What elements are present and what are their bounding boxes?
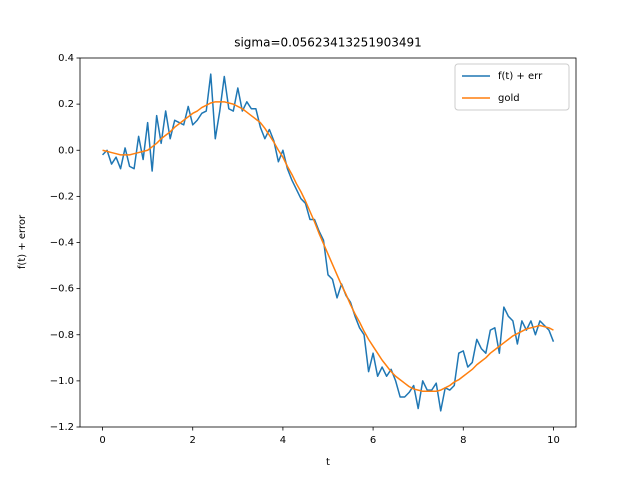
y-axis-label: f(t) + error xyxy=(17,214,28,269)
x-tick-label: 6 xyxy=(370,435,376,446)
y-tick-label: −1.0 xyxy=(50,376,74,387)
y-tick-label: −0.4 xyxy=(50,238,74,249)
chart-title: sigma=0.05623413251903491 xyxy=(234,36,422,50)
y-tick-label: 0.4 xyxy=(58,53,74,64)
x-tick-label: 4 xyxy=(280,435,286,446)
x-tick-label: 2 xyxy=(190,435,196,446)
y-tick-label: −0.8 xyxy=(50,330,74,341)
y-tick-label: 0.2 xyxy=(58,99,74,110)
x-tick-label: 10 xyxy=(547,435,560,446)
plot-frame xyxy=(79,57,577,428)
y-tick-label: −0.2 xyxy=(50,191,74,202)
x-tick-label: 8 xyxy=(460,435,466,446)
y-tick-label: 0.0 xyxy=(58,145,74,156)
x-tick-label: 0 xyxy=(99,435,105,446)
series-line xyxy=(102,73,555,412)
x-axis-label: t xyxy=(326,457,330,468)
y-tick-label: −1.2 xyxy=(50,422,74,433)
legend-label: gold xyxy=(498,93,520,104)
legend-label: f(t) + err xyxy=(498,71,543,82)
y-tick-label: −0.6 xyxy=(50,284,74,295)
series-line xyxy=(102,101,554,392)
